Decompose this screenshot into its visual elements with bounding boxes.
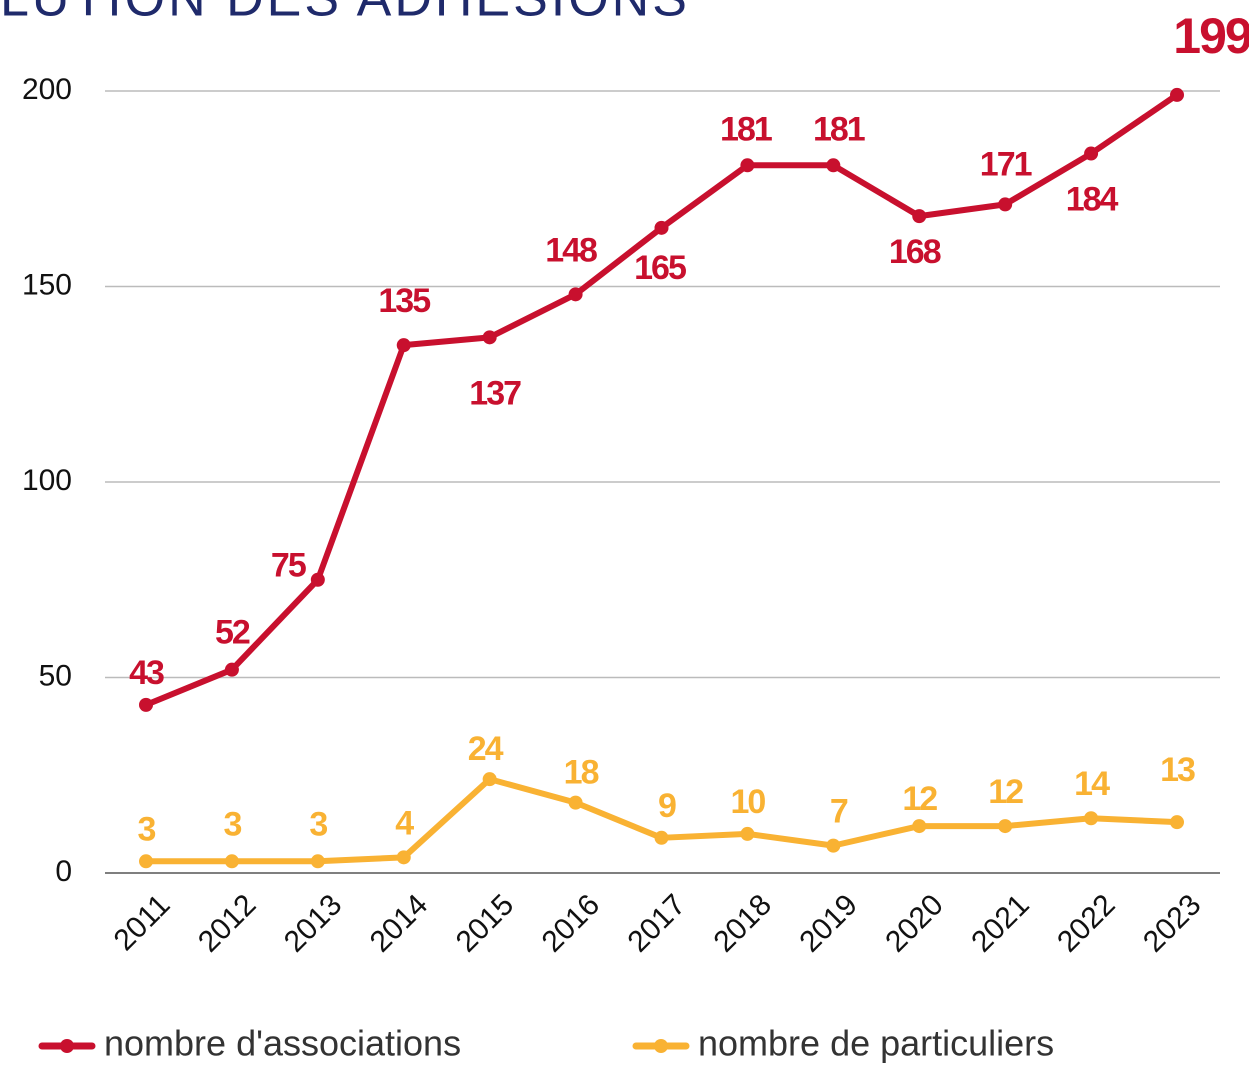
data-label: 137 xyxy=(469,374,521,412)
y-tick-label: 50 xyxy=(39,659,72,692)
data-label: 168 xyxy=(889,233,941,271)
point xyxy=(568,287,583,302)
point xyxy=(139,697,153,712)
y-tick-label: 100 xyxy=(22,464,72,497)
data-label: 24 xyxy=(468,730,504,768)
point xyxy=(396,338,411,353)
point xyxy=(654,220,669,235)
data-label: 13 xyxy=(1160,751,1195,789)
point xyxy=(912,209,927,224)
point xyxy=(568,795,583,810)
point xyxy=(310,854,325,869)
data-label: 3 xyxy=(138,810,156,848)
data-label: 18 xyxy=(564,754,599,792)
legend-dot xyxy=(654,1039,668,1053)
data-label: 75 xyxy=(271,547,306,585)
point xyxy=(482,772,497,787)
point xyxy=(826,158,841,173)
point xyxy=(998,819,1013,834)
point xyxy=(1170,815,1184,830)
data-label: 12 xyxy=(988,773,1023,811)
y-tick-label: 0 xyxy=(55,855,72,888)
y-tick-label: 200 xyxy=(22,73,72,106)
point xyxy=(740,158,755,173)
x-tick-label: 2022 xyxy=(1051,888,1122,959)
x-tick-label: 2023 xyxy=(1137,888,1208,959)
point xyxy=(396,850,411,865)
data-label: 148 xyxy=(545,231,597,269)
point xyxy=(826,838,841,853)
series-line xyxy=(144,92,1179,708)
data-label: 7 xyxy=(830,793,848,831)
point xyxy=(482,330,497,345)
x-tick-label: 2013 xyxy=(278,888,349,959)
point xyxy=(740,826,755,841)
x-tick-label: 2015 xyxy=(450,888,521,959)
point xyxy=(224,854,239,869)
data-label: 199 xyxy=(1173,8,1249,64)
point xyxy=(654,830,669,845)
point xyxy=(912,819,927,834)
data-label: 4 xyxy=(395,804,414,842)
data-label: 171 xyxy=(980,145,1032,183)
data-label: 135 xyxy=(378,282,430,320)
x-tick-label: 2018 xyxy=(707,888,778,959)
data-label: 3 xyxy=(223,805,241,843)
x-tick-label: 2011 xyxy=(108,888,177,957)
legend-dot xyxy=(60,1039,74,1053)
chart-title: LUTION DES ADHÉSIONS xyxy=(0,0,690,28)
point xyxy=(310,572,325,587)
data-label: 9 xyxy=(658,787,676,825)
point xyxy=(1084,146,1099,161)
x-tick-label: 2020 xyxy=(879,888,950,959)
point xyxy=(1084,811,1099,826)
data-label: 181 xyxy=(720,110,772,148)
data-label: 43 xyxy=(129,654,164,692)
x-tick-label: 2019 xyxy=(793,888,864,959)
x-tick-label: 2017 xyxy=(622,888,693,959)
data-label: 181 xyxy=(813,110,865,148)
y-tick-label: 150 xyxy=(22,268,72,301)
x-tick-label: 2012 xyxy=(192,888,263,959)
point xyxy=(998,197,1013,212)
x-tick-label: 2016 xyxy=(536,888,607,959)
data-label: 3 xyxy=(309,805,327,843)
legend-label: nombre de particuliers xyxy=(698,1023,1054,1064)
data-label: 184 xyxy=(1066,181,1119,219)
point xyxy=(224,662,239,677)
legend-label: nombre d'associations xyxy=(104,1023,461,1064)
x-tick-label: 2014 xyxy=(364,888,435,959)
point xyxy=(1170,87,1184,102)
data-label: 10 xyxy=(731,783,766,821)
point xyxy=(139,854,153,869)
data-label: 14 xyxy=(1074,765,1110,803)
data-label: 52 xyxy=(215,614,250,652)
data-label: 12 xyxy=(902,780,937,818)
data-label: 165 xyxy=(634,249,686,287)
x-tick-label: 2021 xyxy=(965,888,1036,959)
